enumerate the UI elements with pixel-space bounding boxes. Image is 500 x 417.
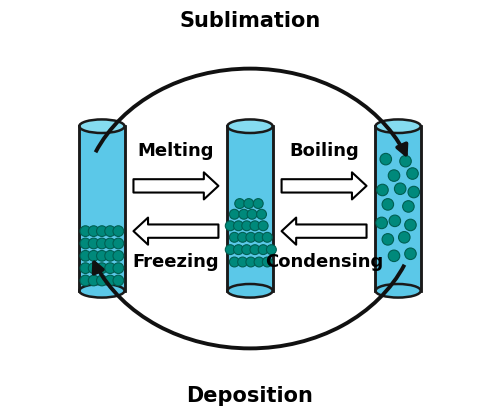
Circle shape bbox=[376, 217, 388, 229]
Circle shape bbox=[404, 219, 416, 231]
Circle shape bbox=[105, 251, 116, 261]
Circle shape bbox=[80, 226, 91, 236]
Circle shape bbox=[256, 209, 266, 219]
Text: Freezing: Freezing bbox=[132, 253, 220, 271]
Circle shape bbox=[254, 232, 264, 242]
Circle shape bbox=[80, 251, 91, 261]
FancyBboxPatch shape bbox=[80, 126, 124, 291]
Circle shape bbox=[230, 232, 239, 242]
Circle shape bbox=[388, 250, 400, 261]
Circle shape bbox=[238, 232, 248, 242]
Circle shape bbox=[96, 263, 107, 274]
Circle shape bbox=[96, 226, 107, 236]
Circle shape bbox=[88, 275, 99, 286]
Circle shape bbox=[96, 251, 107, 261]
Circle shape bbox=[254, 257, 264, 267]
Text: Boiling: Boiling bbox=[289, 142, 359, 160]
Circle shape bbox=[88, 226, 99, 236]
Circle shape bbox=[105, 238, 116, 249]
Circle shape bbox=[230, 209, 239, 219]
Circle shape bbox=[88, 238, 99, 249]
Circle shape bbox=[388, 170, 400, 181]
Circle shape bbox=[389, 215, 400, 226]
Circle shape bbox=[376, 184, 388, 196]
Circle shape bbox=[242, 245, 252, 255]
Circle shape bbox=[380, 153, 392, 165]
Circle shape bbox=[80, 275, 91, 286]
Circle shape bbox=[250, 245, 260, 255]
Circle shape bbox=[262, 232, 272, 242]
Circle shape bbox=[250, 221, 260, 231]
Circle shape bbox=[113, 275, 124, 286]
Circle shape bbox=[246, 232, 256, 242]
Circle shape bbox=[235, 198, 244, 208]
FancyBboxPatch shape bbox=[228, 126, 272, 291]
Circle shape bbox=[402, 201, 414, 212]
Text: Condensing: Condensing bbox=[265, 253, 383, 271]
Circle shape bbox=[230, 257, 239, 267]
Circle shape bbox=[226, 221, 235, 231]
Circle shape bbox=[88, 263, 99, 274]
Circle shape bbox=[113, 238, 124, 249]
Circle shape bbox=[404, 248, 416, 259]
Circle shape bbox=[246, 257, 256, 267]
Circle shape bbox=[407, 168, 418, 179]
Circle shape bbox=[113, 251, 124, 261]
Circle shape bbox=[96, 238, 107, 249]
Circle shape bbox=[238, 257, 248, 267]
Circle shape bbox=[80, 263, 91, 274]
FancyBboxPatch shape bbox=[376, 126, 420, 291]
Circle shape bbox=[382, 234, 394, 245]
Circle shape bbox=[262, 257, 272, 267]
Circle shape bbox=[234, 245, 243, 255]
Circle shape bbox=[80, 238, 91, 249]
Circle shape bbox=[254, 198, 263, 208]
Ellipse shape bbox=[80, 284, 124, 298]
Circle shape bbox=[408, 186, 420, 198]
Circle shape bbox=[105, 226, 116, 236]
Circle shape bbox=[88, 251, 99, 261]
Circle shape bbox=[234, 221, 243, 231]
Circle shape bbox=[96, 275, 107, 286]
Text: Sublimation: Sublimation bbox=[180, 11, 320, 31]
Ellipse shape bbox=[80, 119, 124, 133]
Circle shape bbox=[258, 245, 268, 255]
Circle shape bbox=[258, 221, 268, 231]
Text: Deposition: Deposition bbox=[186, 386, 314, 406]
Circle shape bbox=[244, 198, 254, 208]
Circle shape bbox=[105, 275, 116, 286]
Circle shape bbox=[226, 245, 235, 255]
Circle shape bbox=[242, 221, 252, 231]
Circle shape bbox=[239, 209, 249, 219]
Circle shape bbox=[400, 156, 411, 167]
Circle shape bbox=[113, 226, 124, 236]
Ellipse shape bbox=[376, 284, 420, 298]
Ellipse shape bbox=[228, 284, 272, 298]
Circle shape bbox=[394, 183, 406, 194]
Circle shape bbox=[266, 245, 276, 255]
Ellipse shape bbox=[228, 119, 272, 133]
Circle shape bbox=[382, 198, 394, 210]
Circle shape bbox=[105, 263, 116, 274]
Circle shape bbox=[113, 263, 124, 274]
Circle shape bbox=[247, 209, 257, 219]
Text: Melting: Melting bbox=[138, 142, 214, 160]
Circle shape bbox=[398, 231, 410, 243]
Ellipse shape bbox=[376, 119, 420, 133]
